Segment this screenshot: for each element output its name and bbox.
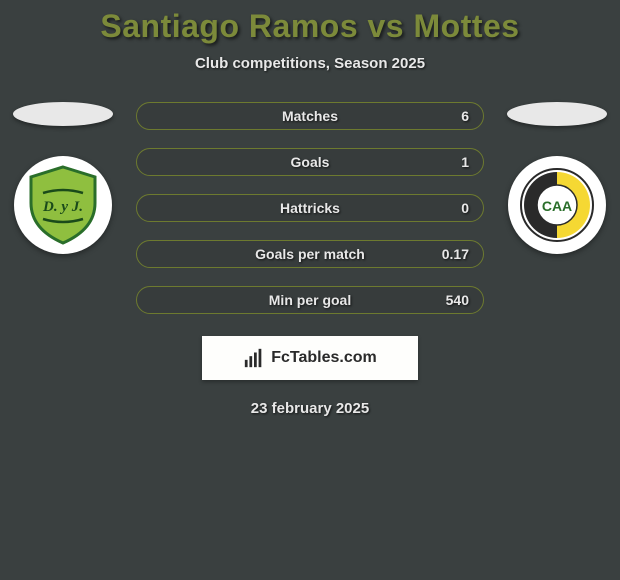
stat-label: Goals per match [255, 246, 365, 262]
stats-column: Matches 6 Goals 1 Hattricks 0 Goals per … [136, 102, 484, 314]
stat-value: 0 [461, 200, 469, 216]
stat-value: 6 [461, 108, 469, 124]
stat-row-matches: Matches 6 [136, 102, 484, 130]
stat-label: Hattricks [280, 200, 340, 216]
badge-text: CAA [542, 198, 572, 214]
season-subtitle: Club competitions, Season 2025 [0, 55, 620, 72]
badge-text: D. y J. [42, 199, 83, 215]
left-column: D. y J. [8, 102, 118, 254]
stat-value: 540 [446, 292, 469, 308]
right-team-badge: CAA [508, 156, 606, 254]
left-team-badge: D. y J. [14, 156, 112, 254]
stat-value: 1 [461, 154, 469, 170]
stat-row-hattricks: Hattricks 0 [136, 194, 484, 222]
comparison-card: Santiago Ramos vs Mottes Club competitio… [0, 0, 620, 417]
stat-value: 0.17 [442, 246, 469, 262]
left-flag [13, 102, 113, 126]
stat-label: Matches [282, 108, 338, 124]
date-label: 23 february 2025 [0, 400, 620, 417]
shield-icon: D. y J. [21, 163, 105, 247]
main-area: D. y J. Matches 6 Goals 1 Hattricks 0 Go… [0, 102, 620, 314]
right-column: CAA [502, 102, 612, 254]
brand-label: FcTables.com [271, 349, 377, 367]
stat-row-goals-per-match: Goals per match 0.17 [136, 240, 484, 268]
stat-label: Goals [291, 154, 330, 170]
brand-box[interactable]: FcTables.com [202, 336, 418, 380]
right-flag [507, 102, 607, 126]
chart-bars-icon [243, 347, 265, 369]
club-badge-icon: CAA [515, 163, 599, 247]
page-title: Santiago Ramos vs Mottes [0, 8, 620, 45]
stat-row-goals: Goals 1 [136, 148, 484, 176]
stat-row-min-per-goal: Min per goal 540 [136, 286, 484, 314]
stat-label: Min per goal [269, 292, 351, 308]
